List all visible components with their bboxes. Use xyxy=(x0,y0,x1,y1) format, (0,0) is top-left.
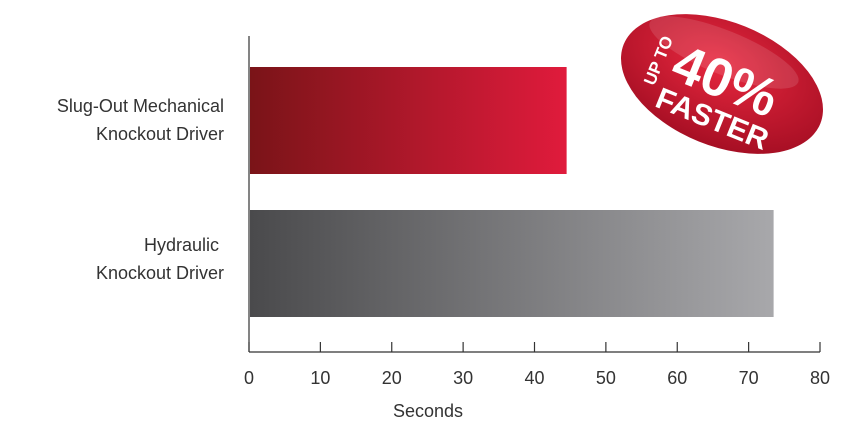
x-tick-label-0: 0 xyxy=(244,368,254,388)
category-label-0-line1: Slug-Out Mechanical xyxy=(57,96,224,116)
x-tick-label-1: 10 xyxy=(310,368,330,388)
x-tick-label-8: 80 xyxy=(810,368,830,388)
faster-badge: UP TO 40% FASTER xyxy=(621,14,823,157)
x-ticks: 0 10 20 30 40 50 60 70 80 xyxy=(244,342,830,388)
x-tick-label-6: 60 xyxy=(667,368,687,388)
category-label-1-line1: Hydraulic xyxy=(144,235,219,255)
x-tick-label-5: 50 xyxy=(596,368,616,388)
category-label-1-line2: Knockout Driver xyxy=(96,263,224,283)
bar-1 xyxy=(250,210,774,317)
x-axis-title: Seconds xyxy=(393,401,463,421)
x-tick-label-4: 40 xyxy=(524,368,544,388)
badge-highlight xyxy=(649,16,799,89)
x-tick-label-3: 30 xyxy=(453,368,473,388)
x-tick-label-7: 70 xyxy=(739,368,759,388)
bars xyxy=(250,67,774,317)
badge-oval xyxy=(621,14,823,154)
category-label-0-line2: Knockout Driver xyxy=(96,124,224,144)
x-tick-label-2: 20 xyxy=(382,368,402,388)
bar-0 xyxy=(250,67,567,174)
